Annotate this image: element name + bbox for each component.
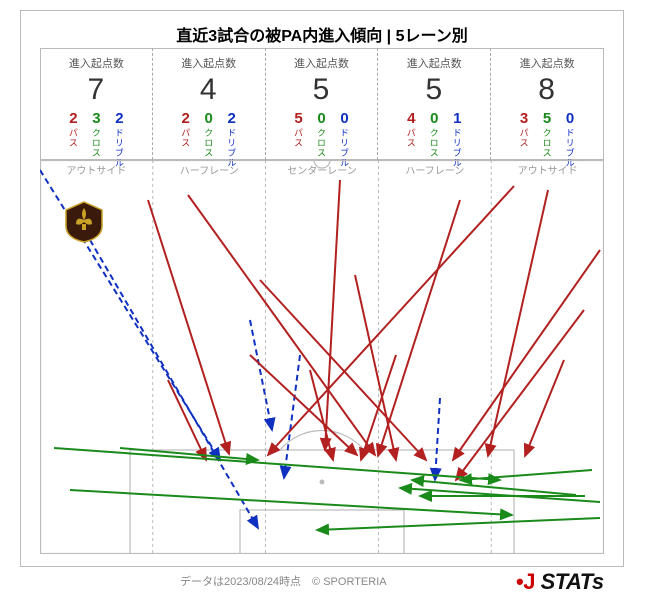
breakdown-cross-label: クロス	[202, 128, 215, 158]
pitch-area: アウトサイド ハーフレーン センターレーン ハーフレーン アウトサイド	[40, 160, 604, 554]
arrow-pass	[488, 190, 548, 456]
six-yard-box	[240, 510, 404, 554]
arrow-pass	[525, 360, 564, 456]
breakdown-dribble-num: 0	[338, 111, 351, 126]
lane-name: センターレーン	[287, 165, 357, 177]
breakdown-dribble-num: 1	[451, 111, 464, 126]
breakdown-cross-num: 0	[315, 111, 328, 126]
breakdown-pass-num: 2	[179, 111, 192, 126]
arrow-dribble	[284, 355, 300, 478]
lane-header: 進入起点数55パス0クロス0ドリブル	[266, 48, 379, 160]
arrow-pass	[456, 310, 584, 480]
arrow-pass	[355, 275, 396, 460]
lane-total: 5	[266, 73, 378, 107]
pitch-outline	[41, 161, 604, 554]
lane-total: 4	[153, 73, 265, 107]
lane-header: 進入起点数72パス3クロス2ドリブル	[40, 48, 153, 160]
arrow-pass	[168, 380, 206, 460]
arrow-cross	[412, 480, 576, 495]
breakdown-cross-num: 0	[428, 111, 441, 126]
breakdown-cross-label: クロス	[541, 128, 554, 158]
team-crest	[62, 200, 106, 244]
arrow-dribble	[435, 398, 440, 480]
lane-name: ハーフレーン	[180, 166, 239, 177]
breakdown-cross-label: クロス	[90, 128, 103, 158]
arrow-cross	[54, 448, 500, 480]
breakdown-pass-num: 3	[518, 111, 531, 126]
breakdown-dribble-num: 0	[564, 111, 577, 126]
breakdown-pass-num: 5	[292, 111, 305, 126]
arrow-pass	[250, 355, 357, 455]
d-arc	[280, 431, 364, 450]
arrow-pass	[378, 200, 460, 456]
penalty-box	[130, 450, 514, 554]
arrow-cross	[317, 518, 600, 530]
lane-name: アウトサイド	[66, 165, 126, 177]
lane-total: 7	[41, 73, 152, 107]
breakdown-pass-label: パス	[292, 128, 305, 148]
lane-header-label: 進入起点数	[41, 55, 152, 71]
breakdown-cross-num: 3	[90, 111, 103, 126]
breakdown-cross-label: クロス	[315, 128, 328, 158]
breakdown-cross-label: クロス	[428, 128, 441, 158]
lane-header: 進入起点数54パス0クロス1ドリブル	[378, 48, 491, 160]
breakdown-pass-label: パス	[518, 128, 531, 148]
lane-header-label: 進入起点数	[153, 55, 265, 71]
arrow-dribble	[250, 320, 272, 430]
chart-title: 直近3試合の被PA内進入傾向 | 5レーン別	[20, 22, 624, 46]
arrow-pass	[148, 200, 229, 454]
breakdown-pass-num: 4	[405, 111, 418, 126]
lane-total: 5	[378, 73, 490, 107]
lane-header: 進入起点数83パス5クロス0ドリブル	[491, 48, 604, 160]
arrow-cross	[70, 490, 512, 515]
brand-logo: •J STATs	[516, 569, 604, 595]
breakdown-dribble-num: 2	[113, 111, 126, 126]
breakdown-pass-label: パス	[67, 128, 80, 148]
lane-header: 進入起点数42パス0クロス2ドリブル	[153, 48, 266, 160]
lane-header-label: 進入起点数	[491, 55, 603, 71]
lane-name: アウトサイド	[518, 165, 578, 177]
breakdown-cross-num: 0	[202, 111, 215, 126]
brand-j: J	[523, 569, 535, 594]
footer-text: データは2023/08/24時点 © SPORTERIA	[180, 573, 387, 589]
arrow-cross	[460, 470, 592, 480]
lane-name: ハーフレーン	[405, 166, 464, 177]
breakdown-pass-num: 2	[67, 111, 80, 126]
breakdown-pass-label: パス	[405, 128, 418, 148]
brand-rest: STATs	[535, 569, 604, 594]
breakdown-pass-label: パス	[179, 128, 192, 148]
arrow-pass	[260, 280, 426, 460]
lane-total: 8	[491, 73, 603, 107]
penalty-spot	[320, 480, 325, 485]
arrow-pass	[325, 180, 340, 450]
breakdown-cross-num: 5	[541, 111, 554, 126]
lane-header-label: 進入起点数	[266, 55, 378, 71]
breakdown-dribble-num: 2	[225, 111, 238, 126]
lane-header-label: 進入起点数	[378, 55, 490, 71]
